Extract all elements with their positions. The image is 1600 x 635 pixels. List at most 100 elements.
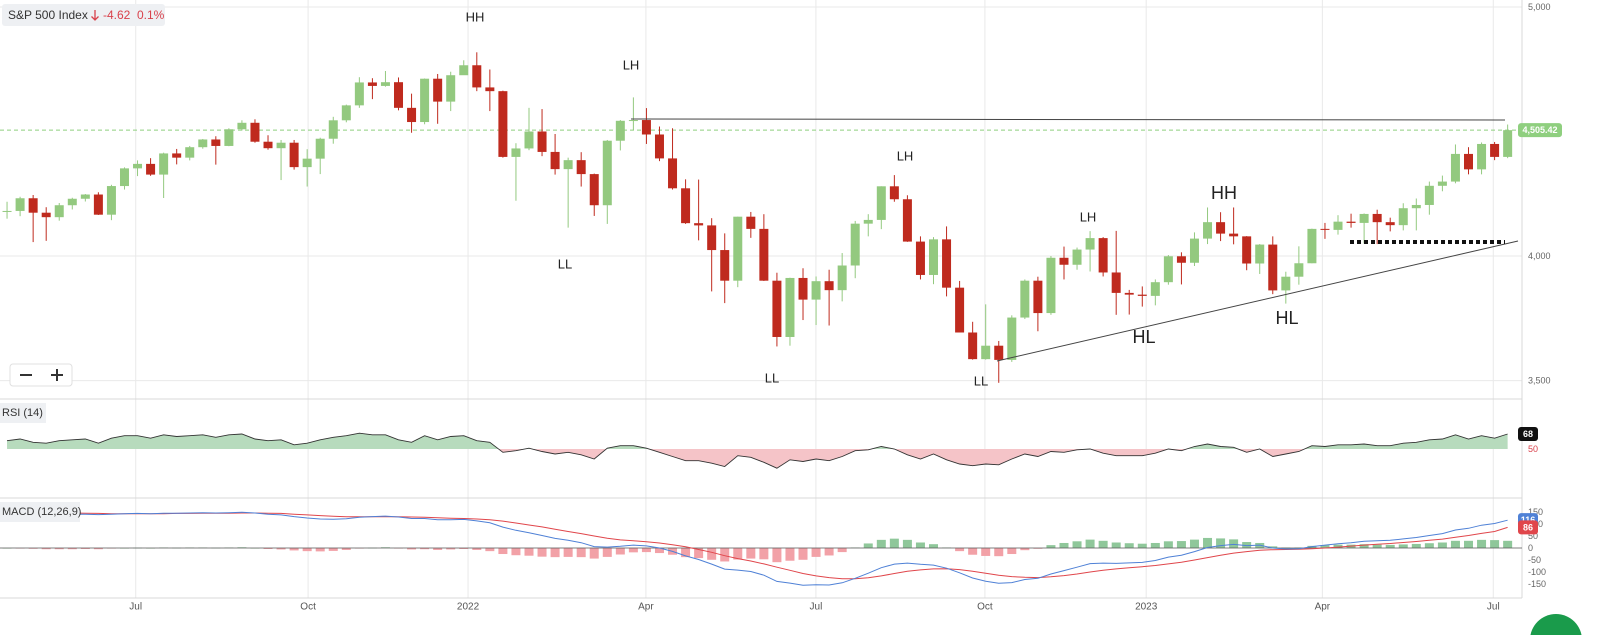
histogram-bar bbox=[772, 548, 782, 563]
rsi-line bbox=[6, 432, 1508, 469]
candle-body bbox=[93, 194, 103, 215]
histogram-bar bbox=[420, 548, 430, 550]
histogram-bar bbox=[733, 548, 743, 560]
help-button[interactable] bbox=[1530, 614, 1582, 635]
annotation: LL bbox=[765, 371, 779, 386]
candle-body bbox=[315, 138, 325, 159]
histogram-bar bbox=[863, 543, 873, 549]
histogram-bar bbox=[54, 548, 64, 550]
candle-body bbox=[119, 168, 129, 187]
candle-body bbox=[785, 277, 795, 337]
histogram-bar bbox=[1229, 539, 1239, 549]
histogram-bar bbox=[811, 548, 821, 557]
histogram-bar bbox=[707, 548, 717, 560]
candle-body bbox=[1176, 256, 1186, 263]
histogram-bar bbox=[1085, 539, 1095, 549]
rsi-last-tag-box bbox=[1518, 427, 1538, 441]
annotation: LL bbox=[558, 257, 572, 272]
candle-body bbox=[733, 216, 743, 281]
rsi-area-below bbox=[7, 449, 1508, 469]
annotation: LH bbox=[897, 149, 914, 164]
y-tick-label: 50 bbox=[1528, 531, 1538, 541]
histogram-bar bbox=[1464, 540, 1474, 549]
histogram-bar bbox=[1098, 540, 1108, 549]
rsi-level-label: 50 bbox=[1528, 444, 1538, 454]
candle-body bbox=[1333, 221, 1343, 230]
candle-body bbox=[407, 107, 417, 123]
candle-body bbox=[1124, 292, 1134, 295]
candle-body bbox=[1033, 280, 1043, 314]
support-line bbox=[996, 240, 1519, 362]
zoom-out-button[interactable] bbox=[12, 366, 40, 384]
histogram-bar bbox=[1203, 537, 1213, 549]
histogram-bar bbox=[798, 548, 808, 560]
candle-body bbox=[420, 78, 430, 123]
candle-body bbox=[1294, 263, 1304, 277]
x-tick-label: Apr bbox=[638, 602, 654, 613]
candle-body bbox=[367, 82, 377, 86]
candle-body bbox=[498, 91, 508, 157]
macd-title: MACD (12,26,9) bbox=[2, 506, 81, 518]
candle-body bbox=[668, 158, 678, 189]
candle-body bbox=[524, 131, 534, 149]
candle-body bbox=[811, 281, 821, 300]
macd-title-box bbox=[0, 502, 80, 522]
plot: Jul Oct 2022 Apr Jul Oct 2023 Apr Jul 3,500 4,000 5… bbox=[0, 2, 1562, 613]
rsi-title: RSI (14) bbox=[2, 407, 43, 419]
histogram-bar bbox=[694, 548, 704, 559]
candle-body bbox=[1437, 181, 1447, 186]
signal-last-tag-box bbox=[1518, 520, 1538, 535]
x-tick-label: Apr bbox=[1315, 602, 1331, 613]
y-tick-label: 3,500 bbox=[1528, 376, 1551, 386]
histogram-bar bbox=[981, 548, 991, 556]
histogram-bar bbox=[1372, 544, 1382, 549]
x-tick-label: Jul bbox=[129, 602, 142, 613]
histogram-bar bbox=[524, 548, 534, 556]
candle-body bbox=[1490, 143, 1500, 157]
candle-body bbox=[1411, 204, 1421, 209]
candle-body bbox=[1281, 276, 1291, 291]
histogram-bar bbox=[315, 548, 325, 552]
candle-body bbox=[328, 120, 338, 139]
candle-body bbox=[459, 65, 469, 76]
candle-body bbox=[1359, 213, 1369, 223]
histogram-bar bbox=[1411, 543, 1421, 549]
candle-body bbox=[707, 225, 717, 251]
histogram-bar bbox=[485, 548, 495, 552]
histogram-bar bbox=[1477, 539, 1487, 549]
histogram-bar bbox=[1359, 544, 1369, 549]
zoom-in-button[interactable] bbox=[43, 366, 71, 384]
candle-body bbox=[198, 139, 208, 148]
histogram-bar bbox=[654, 548, 664, 554]
candle-body bbox=[681, 188, 691, 224]
histogram-bar bbox=[641, 548, 651, 553]
histogram-bar bbox=[1450, 540, 1460, 549]
candle-body bbox=[1346, 221, 1356, 223]
histogram-bar bbox=[837, 548, 847, 553]
histogram-bar bbox=[41, 548, 51, 550]
annotation: HH bbox=[1211, 183, 1237, 203]
candle-body bbox=[694, 223, 704, 226]
histogram-bar bbox=[1437, 542, 1447, 549]
candle-body bbox=[1111, 272, 1121, 293]
histogram-bar bbox=[994, 548, 1004, 557]
histogram-bar bbox=[446, 548, 456, 550]
histogram-bar bbox=[1503, 540, 1513, 549]
rsi-last-tag: 68 bbox=[1523, 429, 1533, 439]
candle-body bbox=[1229, 233, 1239, 237]
candle-body bbox=[1450, 153, 1460, 182]
candle-body bbox=[341, 105, 351, 121]
histogram-bar bbox=[472, 548, 482, 550]
annotation: LL bbox=[974, 374, 988, 389]
candle-body bbox=[354, 82, 364, 106]
candle-body bbox=[746, 216, 756, 229]
histogram-bar bbox=[902, 539, 912, 549]
candle-body bbox=[511, 148, 521, 157]
candle-body bbox=[902, 199, 912, 242]
histogram-bar bbox=[511, 548, 521, 556]
symbol-title: S&P 500 Index bbox=[8, 8, 88, 22]
y-tick-label: -150 bbox=[1528, 579, 1546, 589]
candle-body bbox=[654, 134, 664, 159]
candle-body bbox=[889, 186, 899, 200]
x-tick-label: 2022 bbox=[457, 602, 480, 613]
